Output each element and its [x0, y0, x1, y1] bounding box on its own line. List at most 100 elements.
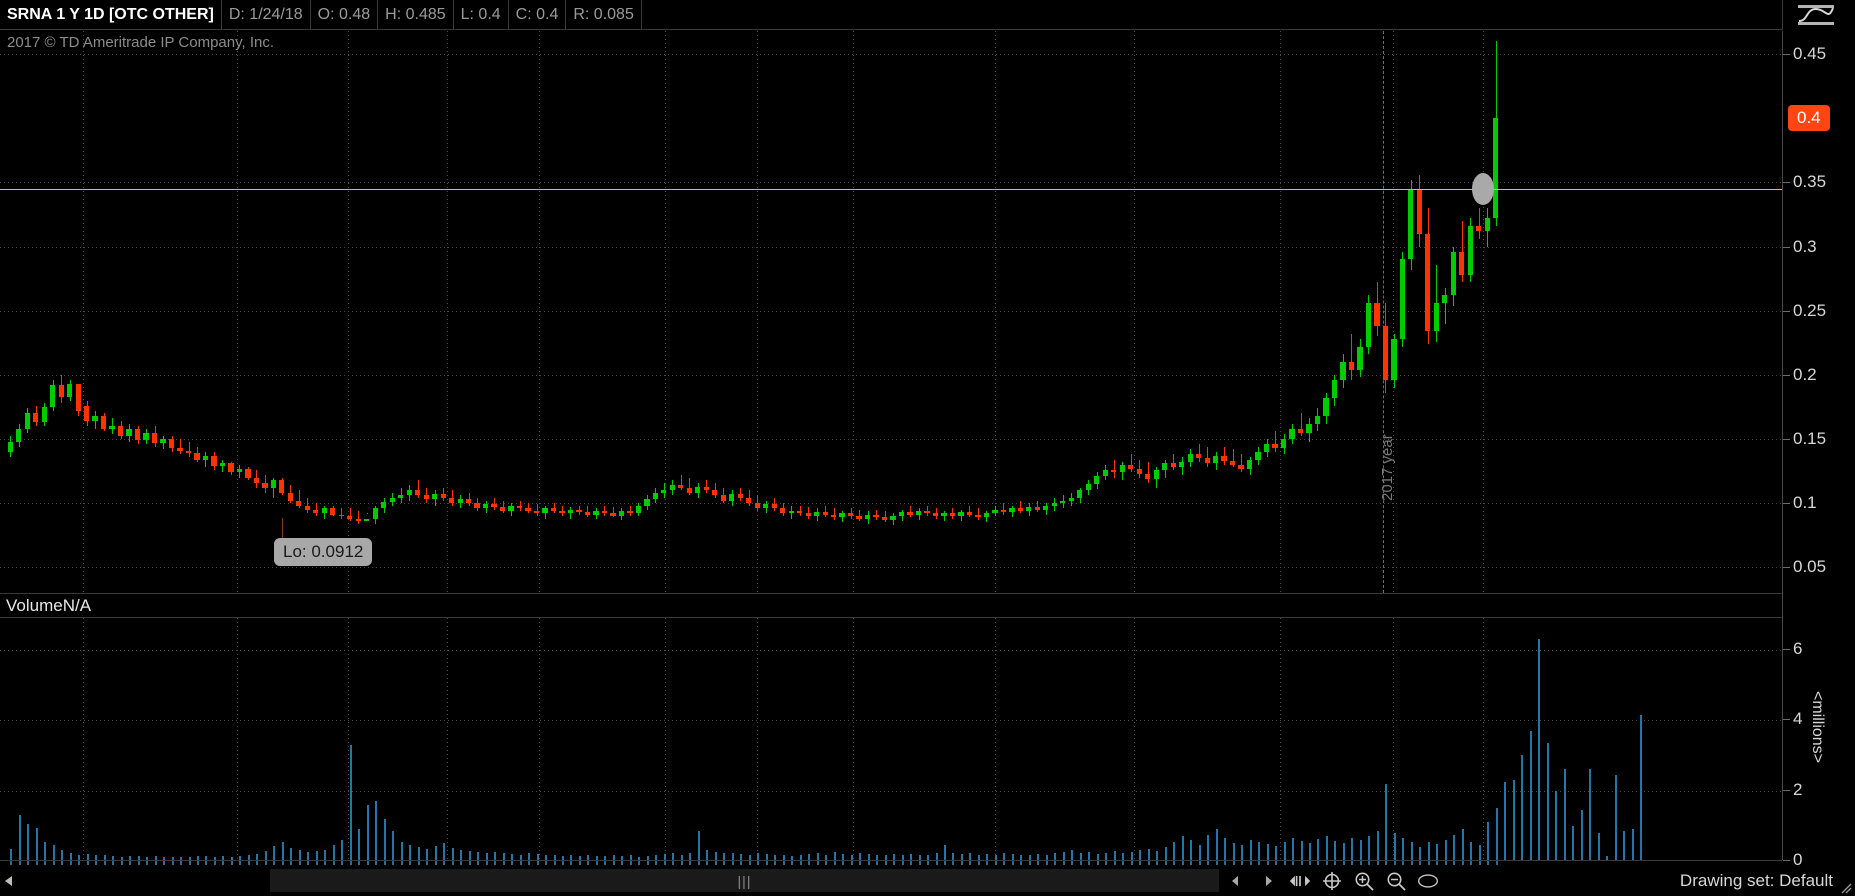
candle-body	[864, 514, 871, 519]
candle-body	[1060, 500, 1066, 504]
step-forward-icon[interactable]	[1257, 869, 1279, 893]
candle-wick	[494, 498, 495, 510]
price-alert-line[interactable]	[0, 188, 1782, 190]
candle-body	[16, 428, 22, 442]
candle-body	[465, 499, 472, 504]
candle-body	[771, 504, 777, 509]
candle-body	[780, 508, 786, 514]
candle-wick	[452, 490, 453, 506]
candle-body	[746, 498, 752, 504]
candle-wick	[825, 505, 826, 518]
price-axis[interactable]: 0.4 0.45 0.35 0.3 0.25 0.2 0.15 0.1 0.05	[1782, 31, 1855, 593]
resize-grip-icon[interactable]	[1840, 881, 1852, 894]
volume-bar	[791, 855, 793, 860]
volume-bar	[1521, 755, 1523, 860]
volume-gridline-v	[1280, 618, 1281, 860]
volume-bar	[443, 843, 445, 860]
candle-wick	[562, 505, 563, 516]
crosshair-icon[interactable]	[1321, 869, 1343, 893]
volume-bar	[1063, 852, 1065, 860]
volume-gridline-v	[1393, 618, 1394, 860]
candle-body	[1136, 468, 1142, 474]
low-price-tooltip: Lo: 0.0912	[274, 538, 373, 567]
volume-axis[interactable]: <millions> 6 4 2 0	[1782, 593, 1855, 869]
candle-body	[1255, 451, 1261, 460]
candle-wick	[554, 503, 555, 514]
volume-bar	[604, 855, 606, 860]
candle-wick	[1233, 449, 1234, 468]
volume-bar	[1114, 851, 1116, 860]
volume-bar	[486, 853, 488, 860]
volume-bar	[19, 815, 21, 860]
candle-body	[1289, 428, 1295, 439]
price-alert-handle[interactable]	[1472, 172, 1494, 205]
drawing-set-label[interactable]: Drawing set: Default	[1679, 871, 1833, 890]
volume-axis-label: 2	[1793, 779, 1803, 799]
candle-body	[1365, 303, 1372, 347]
volume-bar	[842, 853, 844, 860]
volume-chart-pane[interactable]: VolumeN/A	[0, 593, 1782, 860]
candle-body	[805, 513, 811, 516]
candle-body	[907, 512, 913, 515]
candle-wick	[1139, 459, 1140, 478]
candle-body	[508, 505, 514, 511]
candle-wick	[834, 508, 835, 520]
ohlc-field-range: R: 0.085	[566, 0, 642, 29]
scroll-left-arrow-icon[interactable]	[0, 875, 18, 887]
volume-bar	[952, 852, 954, 860]
volume-bar	[995, 855, 997, 860]
volume-bar	[961, 853, 963, 860]
volume-bar	[528, 853, 530, 860]
volume-bar	[647, 856, 649, 860]
candle-body	[406, 490, 412, 496]
log-scale-icon[interactable]	[1782, 0, 1855, 30]
candle-body	[287, 492, 293, 501]
candle-body	[100, 415, 107, 429]
step-back-icon[interactable]	[1225, 869, 1247, 893]
volume-bar	[367, 804, 369, 860]
volume-bar	[10, 848, 12, 860]
volume-axis-tick	[1783, 648, 1790, 650]
price-gridline	[0, 54, 1782, 56]
volume-bar	[1623, 831, 1625, 860]
candle-wick	[1241, 454, 1242, 473]
volume-bar	[231, 857, 233, 860]
volume-bar	[715, 851, 717, 860]
candle-body	[75, 383, 81, 411]
price-chart-pane[interactable]: 2017 year Lo: 0.0912	[0, 31, 1782, 593]
horizontal-scrollbar[interactable]: |||	[270, 869, 1219, 892]
candle-wick	[163, 436, 164, 450]
compress-chart-icon[interactable]	[1289, 869, 1311, 893]
volume-bar	[78, 854, 80, 860]
candle-wick	[944, 510, 945, 522]
candle-body	[763, 504, 769, 509]
ohlc-field-high: H: 0.485	[378, 0, 454, 29]
volume-bar	[1343, 842, 1345, 860]
candle-body	[151, 432, 158, 443]
volume-bar	[749, 854, 751, 860]
volume-bar	[927, 854, 929, 860]
zoom-out-icon[interactable]	[1385, 869, 1407, 893]
volume-bar	[910, 853, 912, 860]
volume-bar	[358, 829, 360, 860]
volume-axis-tick	[1783, 789, 1790, 791]
zoom-in-icon[interactable]	[1353, 869, 1375, 893]
candle-wick	[1003, 503, 1004, 515]
candle-body	[1433, 303, 1439, 332]
volume-bar	[392, 831, 394, 860]
volume-axis-label: 0	[1793, 850, 1803, 869]
ohlc-field-open: O: 0.48	[311, 0, 379, 29]
scrollbar-grip[interactable]: |||	[737, 872, 752, 889]
volume-gridline-v	[83, 618, 84, 860]
date-gridline	[447, 31, 448, 593]
volume-bar	[1309, 843, 1311, 860]
candle-body	[1043, 505, 1049, 510]
ellipse-tool-icon[interactable]	[1417, 869, 1439, 893]
candle-body	[915, 510, 922, 515]
volume-bar	[1046, 855, 1048, 860]
volume-bar	[638, 856, 640, 860]
candle-body	[194, 453, 200, 460]
candle-body	[1484, 218, 1490, 232]
symbol-label[interactable]: SRNA 1 Y 1D [OTC OTHER]	[0, 0, 222, 29]
volume-bar	[409, 845, 411, 860]
